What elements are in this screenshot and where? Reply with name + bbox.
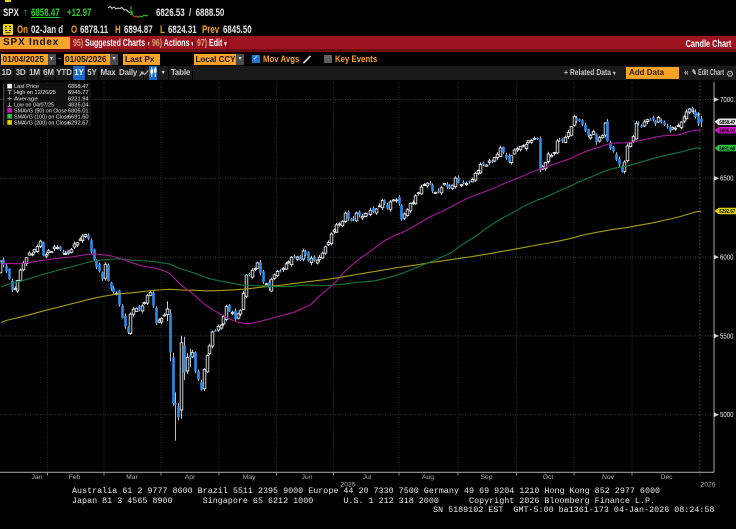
svg-text:6500: 6500: [720, 176, 734, 183]
svg-text:6945.77: 6945.77: [68, 90, 89, 96]
svg-text:6805.01: 6805.01: [719, 128, 735, 134]
svg-text:Jun: Jun: [302, 474, 313, 481]
svg-text:May: May: [243, 474, 256, 481]
svg-text:Mar: Mar: [126, 474, 138, 481]
svg-text:6805.01: 6805.01: [68, 108, 89, 114]
svg-text:Jan: Jan: [32, 474, 43, 481]
svg-text:Average: Average: [14, 96, 39, 102]
svg-text:6000: 6000: [720, 255, 734, 262]
svg-text:Oct: Oct: [543, 474, 554, 481]
svg-text:6691.60: 6691.60: [719, 146, 735, 152]
svg-text:7000: 7000: [720, 97, 734, 104]
svg-text:Low on 04/07/25: Low on 04/07/25: [14, 102, 55, 108]
svg-text:Aug: Aug: [422, 474, 434, 481]
svg-text:Last Price: Last Price: [14, 84, 40, 90]
svg-text:High on 12/26/25: High on 12/26/25: [14, 90, 57, 96]
svg-text:6221.94: 6221.94: [68, 96, 89, 102]
svg-text:SMAVG (100) on Close: SMAVG (100) on Close: [14, 115, 70, 121]
svg-text:6292.67: 6292.67: [68, 121, 89, 127]
svg-text:Feb: Feb: [69, 474, 81, 481]
svg-text:4835.04: 4835.04: [68, 102, 89, 108]
svg-text:6292.67: 6292.67: [719, 209, 735, 215]
svg-text:Dec: Dec: [660, 474, 673, 481]
svg-text:Sep: Sep: [480, 474, 492, 481]
svg-text:SMAVG (200) on Close: SMAVG (200) on Close: [14, 121, 70, 127]
svg-text:Jul: Jul: [363, 474, 372, 481]
svg-text:5000: 5000: [720, 412, 734, 419]
svg-text:SMAVG (50) on Close: SMAVG (50) on Close: [14, 108, 68, 114]
svg-text:5500: 5500: [720, 333, 734, 340]
svg-text:Nov: Nov: [602, 474, 615, 481]
svg-text:6858.47: 6858.47: [68, 84, 89, 90]
svg-text:2025: 2025: [340, 482, 355, 489]
svg-text:2026: 2026: [700, 482, 715, 489]
svg-text:6858.47: 6858.47: [719, 120, 735, 126]
svg-text:6691.60: 6691.60: [68, 115, 89, 121]
svg-text:Apr: Apr: [185, 474, 196, 481]
